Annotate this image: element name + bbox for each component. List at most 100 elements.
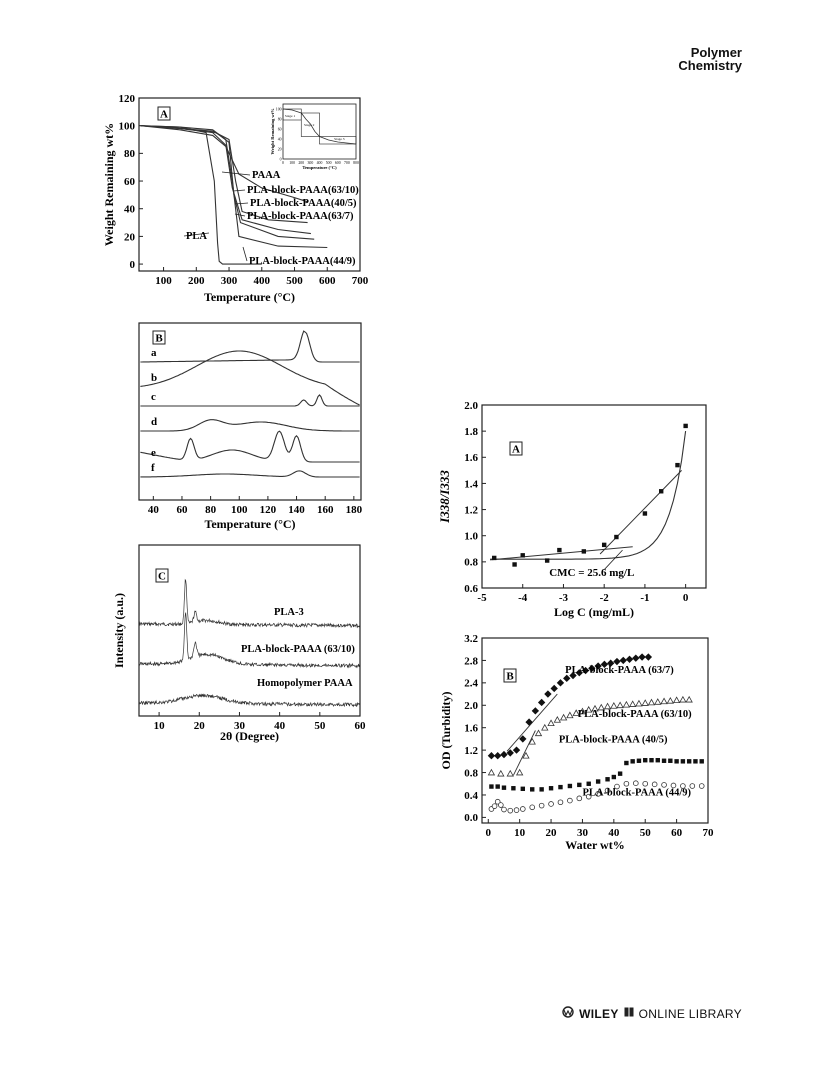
tga-series-line xyxy=(140,125,315,240)
dsc-curve-label: e xyxy=(151,447,156,459)
od-data-point-square xyxy=(539,787,544,792)
od-data-point-circle xyxy=(576,795,583,802)
cmc-data-point xyxy=(512,562,517,567)
od-data-point-triangle xyxy=(666,696,675,704)
od-data-point-diamond xyxy=(607,659,615,667)
od-data-point-circle xyxy=(670,782,677,789)
tga-inset-stage-label: Stage 3 xyxy=(334,137,345,141)
od-data-point-circle xyxy=(529,804,536,811)
cmc-data-point xyxy=(557,547,562,553)
tga-inset-x-tick-label: 500 xyxy=(326,161,332,165)
panel-tag: A xyxy=(512,444,520,456)
cmc-low-tangent xyxy=(490,546,633,561)
od-data-point-diamond xyxy=(519,735,527,743)
tga-plot-frame xyxy=(138,97,361,272)
tga-inset-x-tick-label: 300 xyxy=(308,161,314,165)
tga-y-axis-label: Weight Remaining wt% xyxy=(102,123,116,246)
dsc-x-tick-label: 120 xyxy=(260,504,277,516)
cmc-data-point xyxy=(581,549,587,554)
od-data-point-diamond xyxy=(644,653,653,661)
wiley-logo-icon xyxy=(561,1006,575,1021)
od-data-point-triangle xyxy=(597,703,605,711)
od-data-point-square xyxy=(605,777,610,782)
tga-series-line xyxy=(140,125,262,265)
od-data-point-triangle xyxy=(635,699,643,707)
od-data-point-triangle xyxy=(553,716,562,723)
od-series-label: PLA-block-PAAA (63/7) xyxy=(565,665,674,676)
od-data-point-diamond xyxy=(512,746,521,754)
cmc-x-tick-label: -5 xyxy=(477,592,487,604)
od-data-point-square xyxy=(674,759,679,764)
panel-tag-box xyxy=(155,568,169,583)
cmc-data-point xyxy=(614,534,619,540)
od-data-point-triangle xyxy=(603,702,612,710)
xrd-x-tick-label: 30 xyxy=(234,720,246,732)
od-data-point-triangle xyxy=(515,768,524,776)
od-data-point-circle xyxy=(642,780,649,787)
od-data-point-circle xyxy=(661,782,667,788)
panel-tag: A xyxy=(160,109,168,121)
od-data-point-square xyxy=(558,784,563,790)
od-data-point-diamond xyxy=(581,666,590,675)
od-y-tick-label: 1.2 xyxy=(464,745,478,757)
library-book-icon xyxy=(623,1006,635,1021)
tga-x-tick-label: 500 xyxy=(286,275,303,287)
cmc-data-point xyxy=(659,489,664,494)
od-data-point-square xyxy=(668,758,673,763)
od-data-point-square xyxy=(624,760,629,766)
od-data-point-diamond xyxy=(556,679,565,687)
tga-inset-y-tick-label: 0 xyxy=(280,157,282,161)
tga-y-tick-label: 60 xyxy=(124,176,136,188)
od-data-point-circle xyxy=(494,798,501,805)
od-data-point-triangle xyxy=(534,729,543,737)
dsc-x-tick-label: 140 xyxy=(288,504,305,516)
od-data-point-diamond xyxy=(544,690,552,698)
od-series-label: PLA-block-PAAA (63/10) xyxy=(578,709,692,720)
publisher-name: WILEY xyxy=(579,1006,619,1021)
od-data-point-diamond xyxy=(487,752,496,760)
cmc-annotation: CMC = 25.6 mg/L xyxy=(549,567,634,579)
od-y-tick-label: 3.2 xyxy=(464,633,478,645)
od-data-point-circle xyxy=(567,797,573,804)
od-x-tick-label: 20 xyxy=(546,827,558,839)
od-data-point-diamond xyxy=(594,662,602,670)
od-data-point-circle xyxy=(604,787,611,794)
panel-tag: B xyxy=(155,333,163,345)
od-data-point-square xyxy=(649,758,654,763)
tga-series-label: PAAA xyxy=(252,170,281,181)
journal-line2: Chemistry xyxy=(678,58,742,73)
tga-y-tick-label: 40 xyxy=(124,204,136,216)
tga-y-tick-label: 20 xyxy=(124,231,136,243)
od-x-tick-label: 0 xyxy=(486,827,492,839)
publisher-footer: WILEY ONLINE LIBRARY xyxy=(561,1006,742,1021)
od-data-point-triangle xyxy=(647,698,656,706)
dsc-x-tick-label: 80 xyxy=(205,504,217,516)
od-data-point-square xyxy=(699,759,704,764)
cmc-data-point xyxy=(492,555,497,561)
od-data-point-diamond xyxy=(537,698,546,707)
tga-inset-x-tick-label: 400 xyxy=(317,161,323,165)
cmc-data-point xyxy=(675,462,680,468)
dsc-curve-label: d xyxy=(151,416,157,428)
od-data-point-diamond xyxy=(575,669,583,677)
od-data-point-diamond xyxy=(525,718,533,726)
dsc-curve xyxy=(140,394,360,407)
tga-x-tick-label: 600 xyxy=(319,275,336,287)
dsc-x-tick-label: 100 xyxy=(231,504,248,516)
tga-x-tick-label: 400 xyxy=(254,275,271,287)
od-data-point-triangle xyxy=(616,701,624,709)
cmc-y-tick-label: 0.6 xyxy=(464,583,478,595)
od-data-point-triangle xyxy=(528,737,536,745)
tga-series-label: PLA xyxy=(186,231,207,242)
dsc-x-tick-label: 40 xyxy=(148,504,160,516)
xrd-x-axis-label: 2θ (Degree) xyxy=(220,729,279,743)
cmc-y-tick-label: 0.8 xyxy=(464,557,478,569)
od-data-point-square xyxy=(489,784,494,789)
od-x-tick-label: 40 xyxy=(608,827,620,839)
od-data-point-square xyxy=(636,758,642,763)
dsc-x-tick-label: 180 xyxy=(346,504,363,516)
xrd-x-tick-label: 20 xyxy=(194,720,206,732)
xrd-x-tick-label: 10 xyxy=(154,720,166,732)
od-data-point-triangle xyxy=(559,713,568,721)
cmc-x-axis-label: Log C (mg/mL) xyxy=(554,605,634,619)
